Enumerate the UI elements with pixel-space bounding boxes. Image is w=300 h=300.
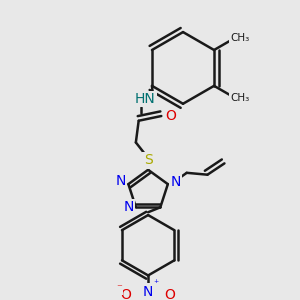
Text: ⁻: ⁻: [116, 284, 122, 294]
Text: O: O: [120, 288, 131, 300]
Text: N: N: [143, 285, 153, 299]
Text: N: N: [116, 174, 126, 188]
Text: ⁺: ⁺: [153, 279, 158, 289]
Text: HN: HN: [135, 92, 156, 106]
Text: N: N: [123, 200, 134, 214]
Text: S: S: [144, 153, 152, 167]
Text: O: O: [165, 109, 176, 123]
Text: CH₃: CH₃: [230, 33, 249, 43]
Text: N: N: [170, 175, 181, 189]
Text: CH₃: CH₃: [230, 93, 249, 103]
Text: O: O: [164, 288, 175, 300]
